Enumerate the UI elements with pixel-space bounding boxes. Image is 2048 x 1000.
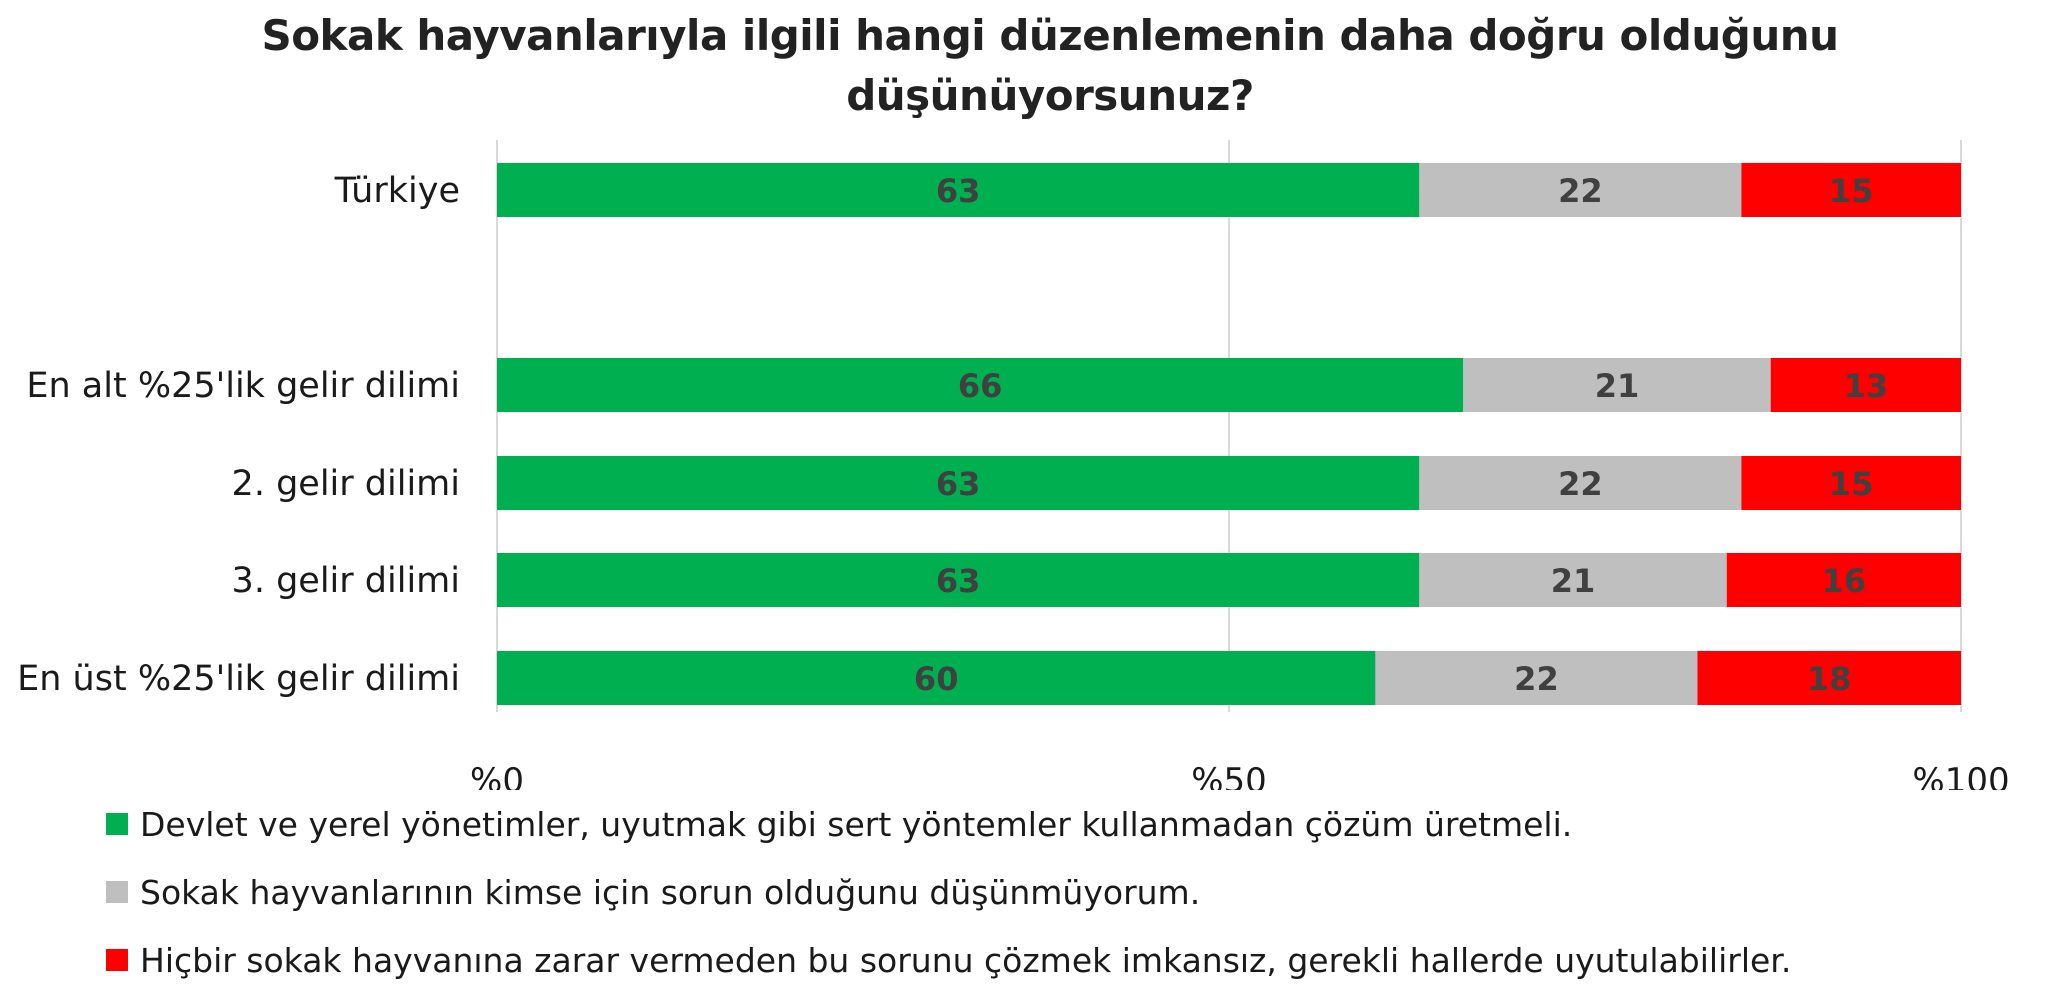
data-label: 60 (914, 660, 959, 698)
bar-segment (1741, 163, 1961, 217)
legend-item: Hiçbir sokak hayvanına zarar vermeden bu… (106, 926, 1791, 994)
x-tick-label: %0 (470, 761, 524, 790)
data-label: 63 (936, 172, 981, 210)
legend-item: Sokak hayvanlarının kimse için sorun old… (106, 858, 1791, 926)
bar-segment (1726, 553, 1961, 607)
category-label: En üst %25'lik gelir dilimi (17, 659, 460, 699)
data-label: 16 (1822, 562, 1867, 600)
data-label: 15 (1829, 172, 1874, 210)
bar-segment (1697, 651, 1961, 705)
data-label: 18 (1807, 660, 1852, 698)
bar-segment (1770, 358, 1961, 412)
bar-segment (1375, 651, 1698, 705)
legend-swatch (106, 949, 128, 971)
category-label: Türkiye (334, 171, 460, 211)
data-label: 13 (1844, 367, 1889, 405)
bar-segment (1419, 553, 1727, 607)
legend-swatch (106, 813, 128, 835)
bar-segment (497, 163, 1420, 217)
data-label: 22 (1514, 660, 1559, 698)
data-label: 21 (1595, 367, 1640, 405)
category-label: En alt %25'lik gelir dilimi (26, 366, 460, 406)
legend-label: Hiçbir sokak hayvanına zarar vermeden bu… (140, 940, 1792, 980)
data-label: 21 (1551, 562, 1596, 600)
bar-segment (497, 358, 1464, 412)
category-label: 2. gelir dilimi (232, 464, 460, 504)
bar-segment (1419, 456, 1742, 510)
data-label: 66 (958, 367, 1003, 405)
data-label: 22 (1558, 465, 1603, 503)
chart-title: Sokak hayvanlarıyla ilgili hangi düzenle… (261, 11, 1839, 120)
x-tick-label: %100 (1912, 761, 2009, 790)
category-label: 3. gelir dilimi (232, 561, 460, 601)
legend-label: Sokak hayvanlarının kimse için sorun old… (140, 872, 1201, 912)
legend-item: Devlet ve yerel yönetimler, uyutmak gibi… (106, 790, 1791, 858)
x-tick-label: %50 (1191, 761, 1267, 790)
data-label: 15 (1829, 465, 1874, 503)
data-label: 63 (936, 465, 981, 503)
stacked-bar-chart: %0 %50 %100 Türkiye 63 22 15 En alt %25'lik gel… (17, 140, 2010, 790)
legend-label: Devlet ve yerel yönetimler, uyutmak gibi… (140, 804, 1573, 844)
data-label: 22 (1558, 172, 1603, 210)
bar-segment (1463, 358, 1771, 412)
data-label: 63 (936, 562, 981, 600)
bar-segment (1419, 163, 1742, 217)
bar-segment (1741, 456, 1961, 510)
bar-segment (497, 456, 1420, 510)
bar-segment (497, 651, 1376, 705)
legend-swatch (106, 881, 128, 903)
bar-segment (497, 553, 1420, 607)
chart-legend: Devlet ve yerel yönetimler, uyutmak gibi… (106, 790, 1791, 994)
